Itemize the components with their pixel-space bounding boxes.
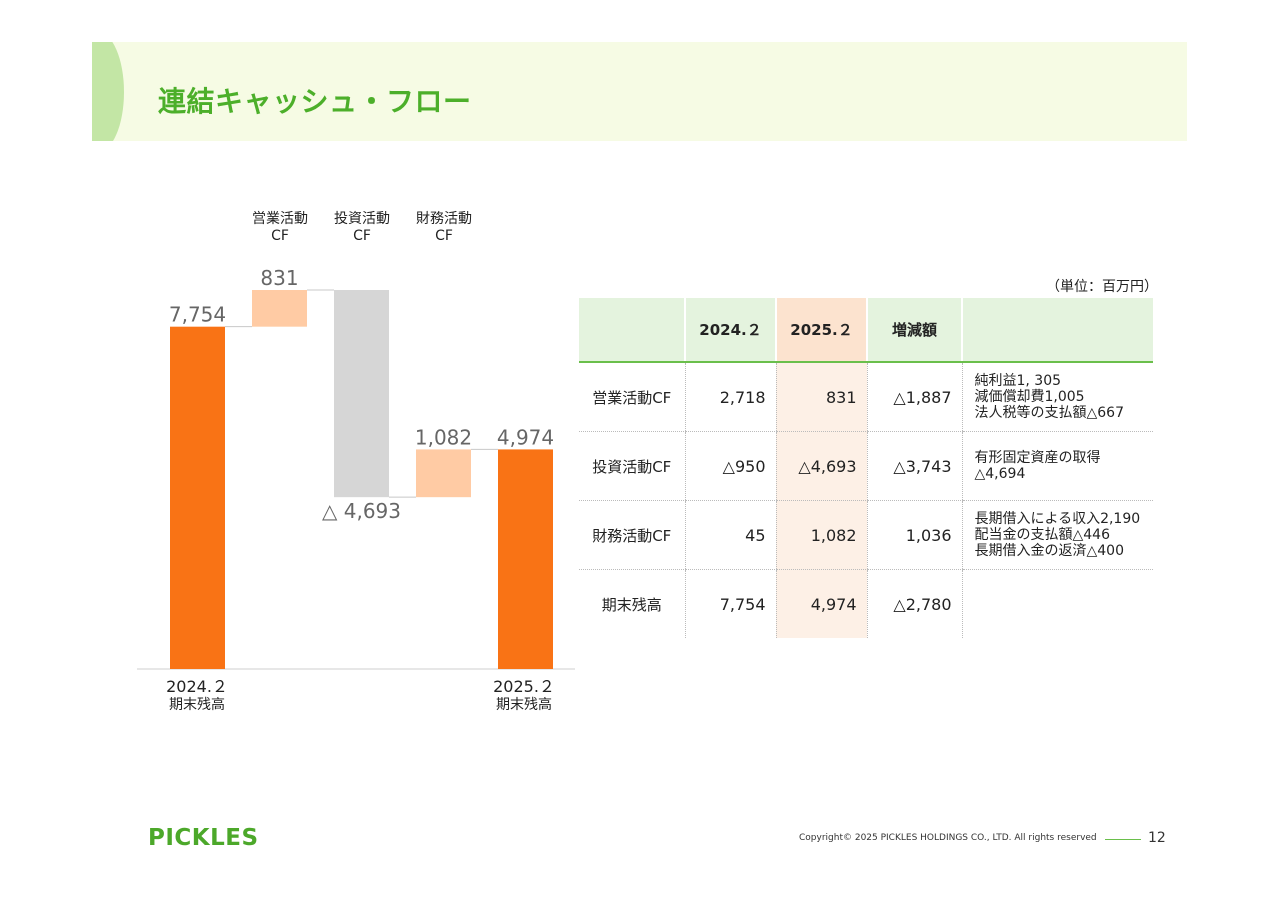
cashflow-table: 2024.２ 2025.２ 増減額 営業活動CF 2,718 831 △1,88… <box>579 298 1153 638</box>
chart-header-line1: 営業活動 <box>252 211 308 227</box>
copyright-divider <box>1105 839 1141 840</box>
row-label: 営業活動CF <box>579 362 685 432</box>
chart-foot-year: 2025.２ <box>493 677 555 696</box>
value-2024: 45 <box>684 500 776 570</box>
chart-header-investing: 投資活動 CF <box>322 211 402 245</box>
row-label: 投資活動CF <box>579 431 685 501</box>
page-title: 連結キャッシュ・フロー <box>158 85 472 118</box>
waterfall-bar <box>498 449 553 669</box>
value-2025: 831 <box>775 362 867 432</box>
table-row: 投資活動CF △950 △4,693 △3,743 有形固定資産の取得 △4,6… <box>579 431 1153 501</box>
chart-foot-label-2025: 2025.２ 期末残高 <box>479 678 569 714</box>
data-label: 831 <box>260 266 298 290</box>
title-band: 連結キャッシュ・フロー <box>92 42 1187 141</box>
chart-foot-year: 2024.２ <box>166 677 228 696</box>
table-header-cell: 増減額 <box>866 298 962 363</box>
chart-foot-label-2024: 2024.２ 期末残高 <box>152 678 242 714</box>
title-accent-shape <box>92 42 124 141</box>
chart-header-line1: 財務活動 <box>416 211 472 227</box>
chart-header-line2: CF <box>353 228 371 244</box>
chart-header-line1: 投資活動 <box>334 211 390 227</box>
waterfall-chart: 7,754 831 △ 4,693 1,082 4,974 <box>137 266 575 670</box>
value-diff: △3,743 <box>866 431 962 501</box>
data-label: 7,754 <box>169 303 226 327</box>
waterfall-bar <box>416 449 471 498</box>
waterfall-bar <box>334 290 389 498</box>
chart-header-operating: 営業活動 CF <box>240 211 320 245</box>
table-row: 営業活動CF 2,718 831 △1,887 純利益1, 305 減価償却費1… <box>579 362 1153 432</box>
value-2024: 7,754 <box>684 569 776 638</box>
row-note: 長期借入による収入2,190 配当金の支払額△446 長期借入金の返済△400 <box>961 500 1153 570</box>
table-row: 期末残高 7,754 4,974 △2,780 <box>579 569 1153 638</box>
chart-foot-name: 期末残高 <box>169 697 225 713</box>
waterfall-bar <box>170 326 225 669</box>
value-diff: 1,036 <box>866 500 962 570</box>
waterfall-bar <box>252 290 307 327</box>
data-label: △ 4,693 <box>322 499 401 523</box>
table-header-cell: 2024.２ <box>684 298 776 363</box>
data-label: 4,974 <box>497 425 554 449</box>
company-logo: PICKLES <box>148 825 259 851</box>
row-label: 期末残高 <box>601 595 662 614</box>
table-header-cell <box>579 298 685 363</box>
page-number: 12 <box>1148 830 1166 846</box>
unit-label: （単位：百万円） <box>1046 279 1158 295</box>
value-2024: △950 <box>684 431 776 501</box>
copyright-text: Copyright© 2025 PICKLES HOLDINGS CO., LT… <box>799 833 1097 843</box>
table-header-row: 2024.２ 2025.２ 増減額 <box>579 298 1153 363</box>
data-label: 1,082 <box>415 425 472 449</box>
table-header-cell: 2025.２ <box>775 298 867 363</box>
value-2024: 2,718 <box>684 362 776 432</box>
row-note <box>961 569 1153 638</box>
value-diff: △2,780 <box>866 569 962 638</box>
chart-foot-name: 期末残高 <box>496 697 552 713</box>
row-note: 有形固定資産の取得 △4,694 <box>961 431 1153 501</box>
chart-header-line2: CF <box>271 228 289 244</box>
value-2025: 4,974 <box>775 569 867 638</box>
value-2025: 1,082 <box>775 500 867 570</box>
row-label: 財務活動CF <box>579 500 685 570</box>
table-header-cell <box>961 298 1153 363</box>
chart-header-financing: 財務活動 CF <box>404 211 484 245</box>
table-row: 財務活動CF 45 1,082 1,036 長期借入による収入2,190 配当金… <box>579 500 1153 570</box>
value-diff: △1,887 <box>866 362 962 432</box>
row-note: 純利益1, 305 減価償却費1,005 法人税等の支払額△667 <box>961 362 1153 432</box>
chart-header-line2: CF <box>435 228 453 244</box>
value-2025: △4,693 <box>775 431 867 501</box>
